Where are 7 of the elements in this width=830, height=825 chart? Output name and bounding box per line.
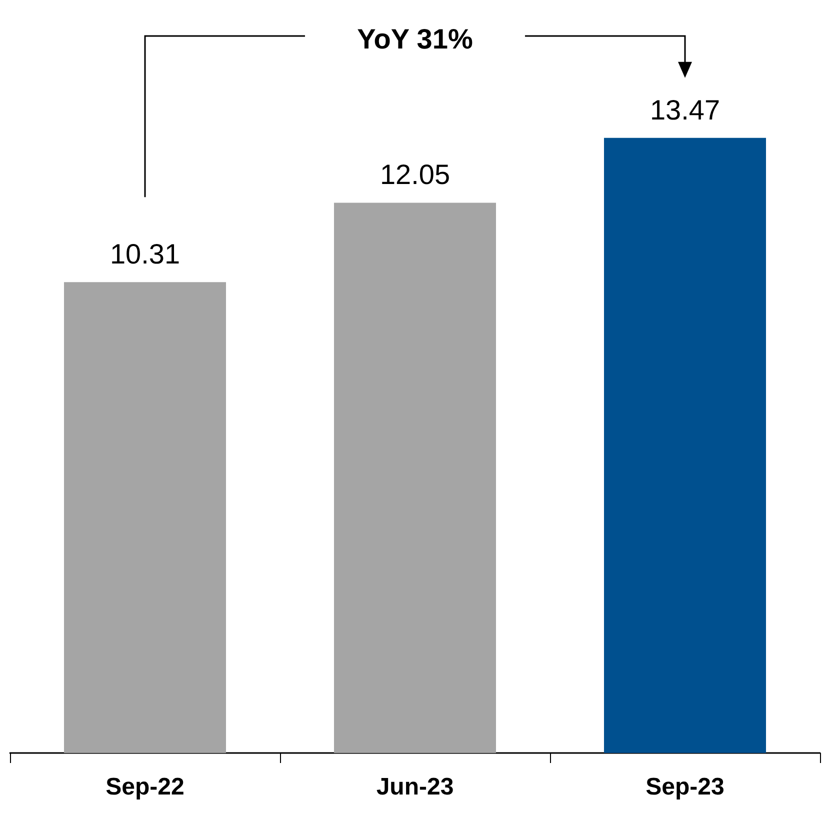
data-label: 10.31 bbox=[110, 238, 180, 270]
x-tick-label: Sep-23 bbox=[646, 774, 724, 800]
data-label: 12.05 bbox=[380, 159, 450, 190]
data-label: 13.47 bbox=[650, 94, 720, 126]
x-tick-label: Sep-22 bbox=[106, 774, 184, 800]
x-tick-label: Jun-23 bbox=[376, 774, 454, 800]
text: YoY 31% bbox=[357, 24, 473, 54]
